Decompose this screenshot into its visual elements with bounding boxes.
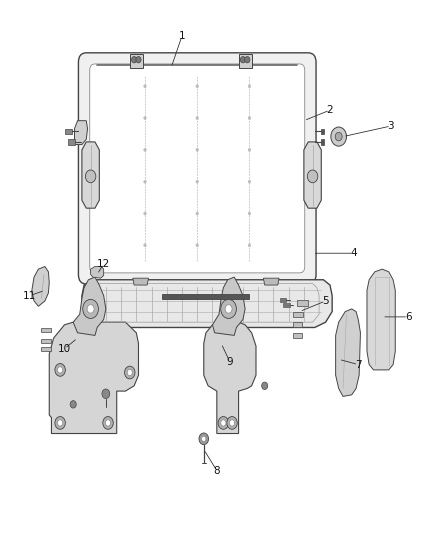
Text: 2: 2 (327, 105, 333, 115)
Polygon shape (204, 322, 256, 433)
Polygon shape (336, 309, 360, 397)
FancyBboxPatch shape (90, 64, 305, 273)
Circle shape (85, 170, 96, 183)
Circle shape (218, 417, 229, 429)
Polygon shape (297, 300, 308, 306)
Circle shape (83, 300, 99, 318)
Circle shape (57, 367, 63, 373)
Circle shape (248, 212, 251, 215)
Polygon shape (304, 142, 321, 208)
Text: 5: 5 (322, 296, 329, 306)
Text: 6: 6 (405, 312, 412, 322)
Circle shape (144, 116, 146, 119)
Polygon shape (321, 128, 324, 134)
Circle shape (248, 85, 251, 88)
Circle shape (245, 56, 250, 63)
Circle shape (196, 212, 198, 215)
Circle shape (131, 56, 137, 63)
Circle shape (136, 56, 141, 63)
Circle shape (103, 417, 113, 429)
Polygon shape (49, 322, 138, 433)
Circle shape (196, 244, 198, 247)
Circle shape (55, 364, 65, 376)
Polygon shape (133, 278, 148, 285)
Text: 9: 9 (226, 357, 233, 367)
Circle shape (230, 419, 235, 426)
Polygon shape (283, 303, 290, 308)
Polygon shape (73, 277, 106, 335)
Circle shape (196, 148, 198, 151)
Circle shape (106, 419, 111, 426)
Polygon shape (82, 142, 99, 208)
Polygon shape (65, 128, 72, 134)
FancyBboxPatch shape (78, 53, 316, 284)
Polygon shape (32, 266, 49, 306)
Circle shape (261, 382, 268, 390)
Circle shape (144, 148, 146, 151)
Text: 12: 12 (97, 259, 110, 269)
Circle shape (240, 56, 246, 63)
Polygon shape (293, 333, 302, 338)
Text: 4: 4 (350, 248, 357, 259)
Text: 10: 10 (58, 344, 71, 354)
Circle shape (225, 305, 232, 313)
Circle shape (57, 419, 63, 426)
Polygon shape (74, 120, 88, 144)
Text: 3: 3 (388, 121, 394, 131)
Polygon shape (162, 294, 250, 300)
Circle shape (196, 180, 198, 183)
Text: 8: 8 (213, 466, 220, 475)
Polygon shape (41, 328, 51, 332)
Polygon shape (321, 139, 324, 144)
Circle shape (144, 244, 146, 247)
Polygon shape (263, 278, 279, 285)
Circle shape (102, 389, 110, 399)
Circle shape (331, 127, 346, 146)
Circle shape (201, 436, 206, 441)
Polygon shape (91, 266, 104, 278)
Polygon shape (41, 338, 51, 343)
Text: 7: 7 (355, 360, 362, 369)
Text: 1: 1 (179, 31, 185, 41)
Polygon shape (367, 269, 395, 370)
Text: 11: 11 (23, 290, 36, 301)
Circle shape (144, 85, 146, 88)
Circle shape (127, 369, 132, 376)
Circle shape (199, 433, 208, 445)
Circle shape (248, 244, 251, 247)
Polygon shape (41, 346, 51, 351)
Polygon shape (239, 54, 252, 68)
Circle shape (124, 366, 135, 379)
Polygon shape (130, 54, 143, 68)
Polygon shape (68, 139, 75, 144)
Polygon shape (293, 312, 303, 317)
Circle shape (87, 305, 94, 313)
Circle shape (144, 180, 146, 183)
Circle shape (227, 417, 237, 429)
Polygon shape (293, 322, 302, 327)
Circle shape (248, 148, 251, 151)
Circle shape (307, 170, 318, 183)
Circle shape (221, 419, 226, 426)
Circle shape (144, 212, 146, 215)
Circle shape (70, 401, 76, 408)
Polygon shape (280, 298, 286, 302)
Polygon shape (212, 277, 245, 335)
Circle shape (196, 116, 198, 119)
Circle shape (196, 85, 198, 88)
Circle shape (248, 116, 251, 119)
Circle shape (55, 417, 65, 429)
Circle shape (248, 180, 251, 183)
Circle shape (221, 300, 237, 318)
Polygon shape (82, 280, 332, 327)
Circle shape (335, 132, 342, 141)
